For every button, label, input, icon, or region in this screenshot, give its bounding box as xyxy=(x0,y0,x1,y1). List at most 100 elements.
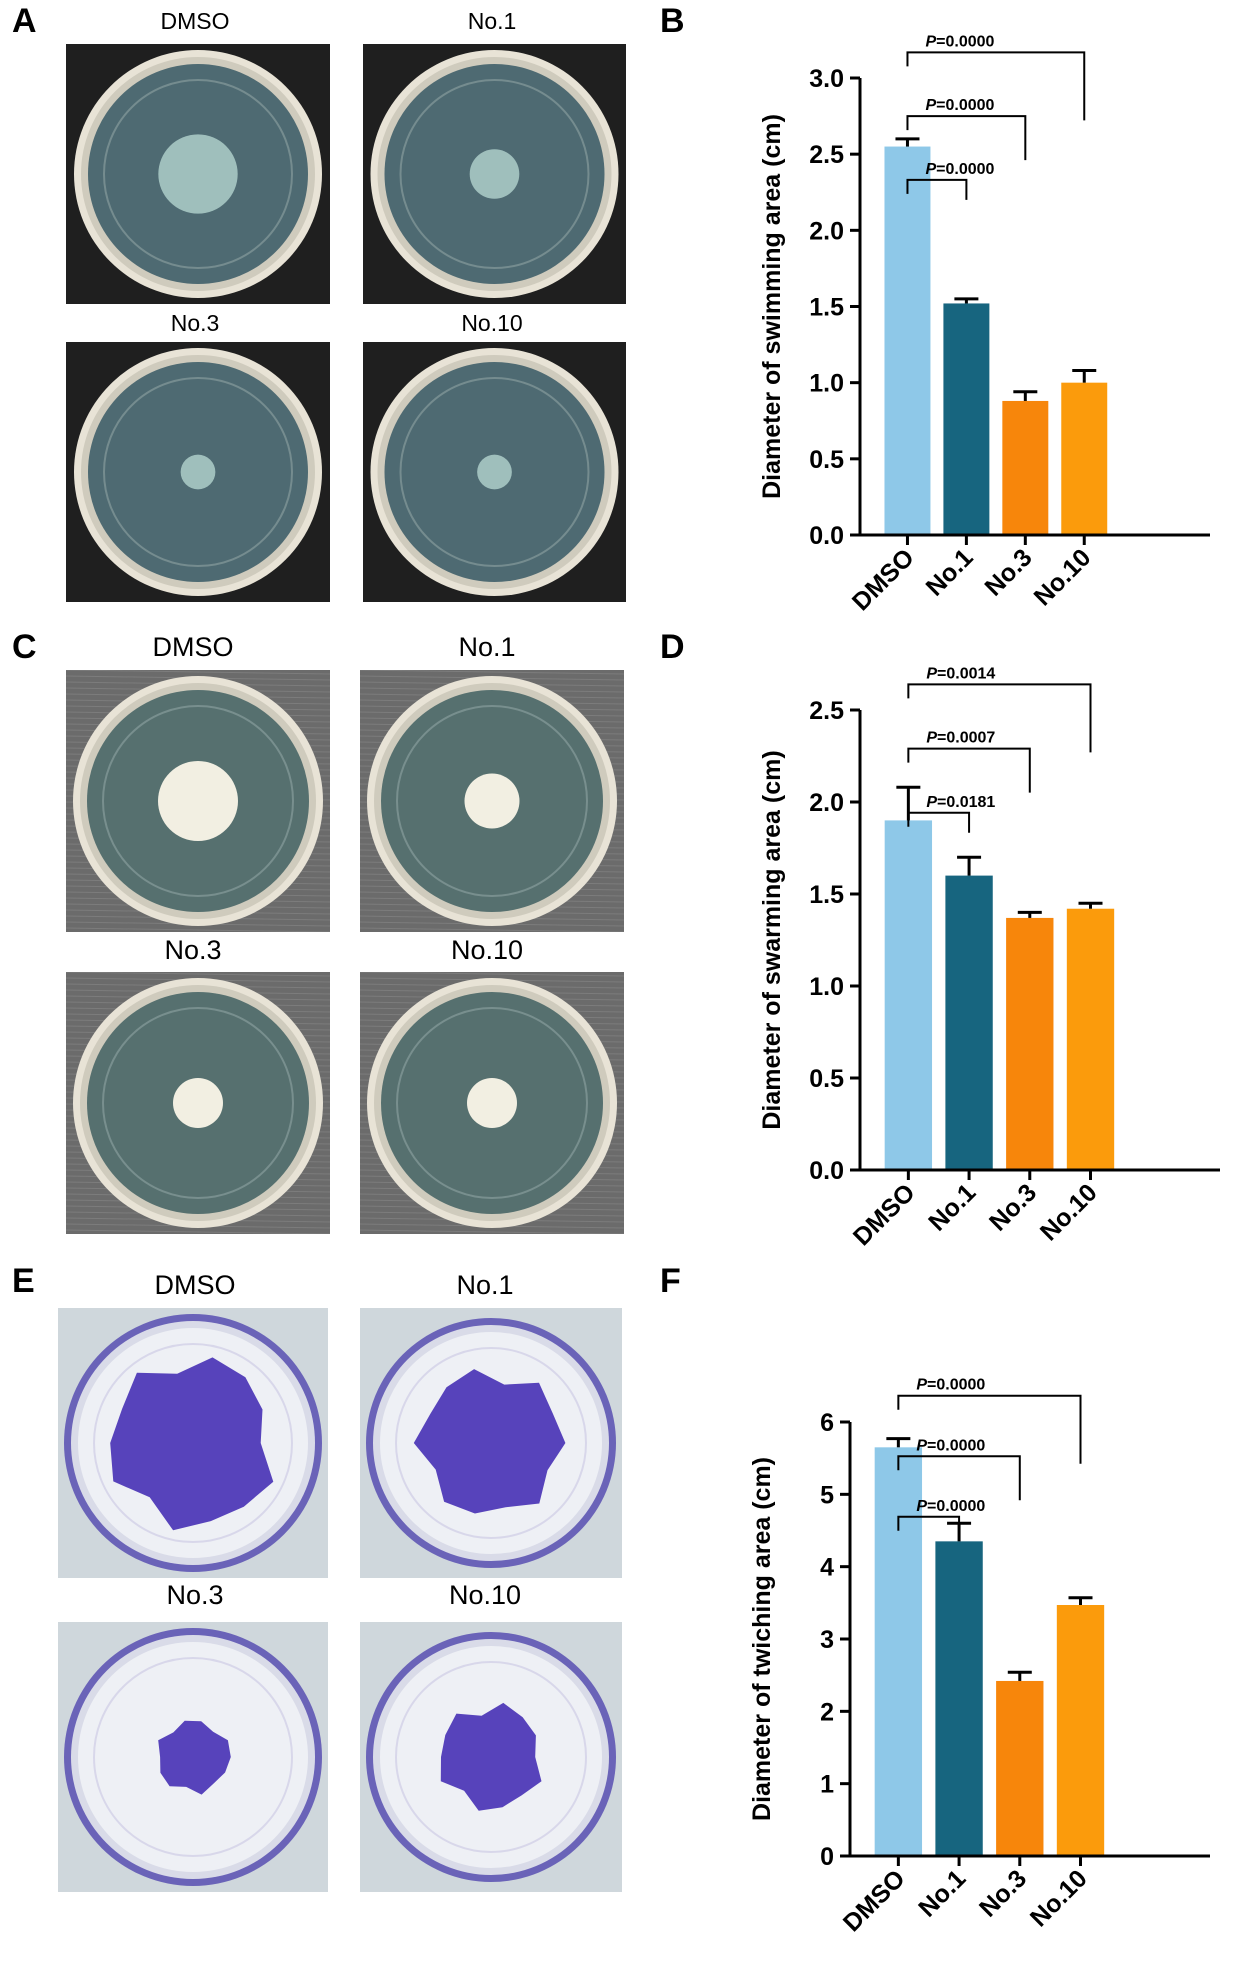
plate-label-no3: No.3 xyxy=(164,935,222,965)
dish-inner-ring xyxy=(102,1007,294,1199)
y-tick-label: 1.5 xyxy=(809,294,844,322)
stained-biofilm xyxy=(110,1357,274,1531)
plate-label-no1: No.1 xyxy=(456,1270,514,1300)
plate-photo-dmso xyxy=(58,1308,328,1578)
y-tick-label: 2.0 xyxy=(809,217,844,245)
photo-texture xyxy=(66,1229,330,1234)
photo-texture xyxy=(360,1229,624,1234)
photo-texture xyxy=(66,670,330,675)
x-tick-label: DMSO xyxy=(838,1864,911,1937)
y-axis-title: Diameter of swarming area (cm) xyxy=(758,750,786,1129)
bar-no3 xyxy=(1002,400,1049,534)
plate-label-dmso: DMSO xyxy=(154,1270,236,1300)
bar-dmso xyxy=(884,820,933,1169)
x-tick-label: No.1 xyxy=(921,543,979,601)
dish-inner-ring xyxy=(93,1343,293,1543)
dish-inner-ring xyxy=(103,79,293,269)
p-value-label: P=0.0000 xyxy=(916,1437,985,1454)
panel-letter-f: F xyxy=(660,1262,681,1300)
dish-inner-ring xyxy=(399,79,590,269)
plate-label-no10: No.10 xyxy=(461,310,523,336)
y-tick-label: 3 xyxy=(820,1626,834,1654)
bar-no1 xyxy=(935,1541,983,1855)
dish-inner-ring xyxy=(396,705,588,897)
panel-letter-e: E xyxy=(12,1262,35,1300)
p-value-label: P=0.0000 xyxy=(925,97,994,114)
significance-bracket xyxy=(897,1394,1082,1464)
panel-letter-c: C xyxy=(12,628,37,666)
y-tick-label: 5 xyxy=(820,1481,834,1509)
significance-bracket xyxy=(906,115,1027,161)
plate-photo-no3 xyxy=(66,972,330,1234)
x-tick-label: No.3 xyxy=(984,1178,1042,1236)
panel-letter-a: A xyxy=(12,2,37,40)
p-value-label: P=0.0000 xyxy=(925,33,994,50)
photo-texture xyxy=(66,972,330,977)
photo-texture xyxy=(66,927,330,932)
significance-bracket xyxy=(897,1515,961,1537)
y-tick-label: 0 xyxy=(820,1843,834,1871)
y-tick-label: 3.0 xyxy=(809,65,844,93)
plate-photo-no1 xyxy=(363,44,626,304)
dish-inner-ring xyxy=(399,377,590,567)
plate-photo-no1 xyxy=(360,1308,622,1578)
x-tick-label: No.1 xyxy=(913,1864,971,1922)
dish-inner-ring xyxy=(93,1657,293,1857)
dish-inner-ring xyxy=(395,1347,587,1539)
p-value-label: P=0.0181 xyxy=(926,794,995,811)
dish-inner-ring xyxy=(396,1007,588,1199)
colony xyxy=(464,773,520,829)
x-tick-label: No.3 xyxy=(979,543,1037,601)
dish-inner-ring xyxy=(102,705,294,897)
y-tick-label: 1.5 xyxy=(809,881,844,909)
y-tick-label: 2 xyxy=(820,1698,834,1726)
plate-photo-no3 xyxy=(58,1622,328,1892)
plate-photo-dmso xyxy=(66,670,330,932)
y-tick-label: 4 xyxy=(820,1554,834,1582)
x-tick-label: No.10 xyxy=(1035,1178,1103,1246)
plate-photo-dmso xyxy=(66,44,330,304)
colony xyxy=(180,454,216,490)
y-tick-label: 0.5 xyxy=(809,446,844,474)
y-tick-label: 2.0 xyxy=(809,789,844,817)
dish-inner-ring xyxy=(103,377,293,567)
plate-label-no1: No.1 xyxy=(458,632,516,662)
colony xyxy=(158,134,238,214)
y-axis-title: Diameter of swimming area (cm) xyxy=(758,114,786,499)
x-tick-label: No.1 xyxy=(923,1178,981,1236)
colony xyxy=(469,149,520,199)
bar-no1 xyxy=(943,303,990,534)
bar-no3 xyxy=(1006,917,1054,1169)
p-value-label: P=0.0014 xyxy=(926,665,995,682)
plate-label-no1: No.1 xyxy=(467,8,517,34)
significance-bracket xyxy=(906,178,968,200)
significance-bracket xyxy=(907,683,1092,753)
significance-bracket xyxy=(897,1455,1021,1501)
colony xyxy=(477,454,512,490)
y-tick-label: 1.0 xyxy=(809,973,844,1001)
significance-bracket xyxy=(906,51,1086,121)
stained-biofilm xyxy=(413,1369,566,1514)
photo-texture xyxy=(360,670,624,675)
y-tick-label: 1 xyxy=(820,1771,834,1799)
bar-no10 xyxy=(1061,382,1108,534)
y-tick-label: 0.0 xyxy=(809,1157,844,1185)
plate-photo-no1 xyxy=(360,670,624,932)
plate-photo-no10 xyxy=(360,1622,622,1892)
photo-texture xyxy=(360,972,624,977)
plate-photo-no10 xyxy=(363,342,626,602)
plate-photo-no10 xyxy=(360,972,624,1234)
y-tick-label: 2.5 xyxy=(809,141,844,169)
plate-label-no10: No.10 xyxy=(448,1580,522,1610)
panel-letter-d: D xyxy=(660,628,685,666)
x-tick-label: No.3 xyxy=(974,1864,1032,1922)
bar-no10 xyxy=(1066,908,1115,1169)
p-value-label: P=0.0007 xyxy=(926,730,995,747)
y-axis-title: Diameter of twiching area (cm) xyxy=(748,1457,776,1821)
significance-bracket xyxy=(907,747,1031,793)
colony xyxy=(158,761,238,841)
dish-inner-ring xyxy=(395,1661,587,1853)
x-tick-label: DMSO xyxy=(848,1178,921,1251)
bar-no3 xyxy=(996,1680,1044,1855)
